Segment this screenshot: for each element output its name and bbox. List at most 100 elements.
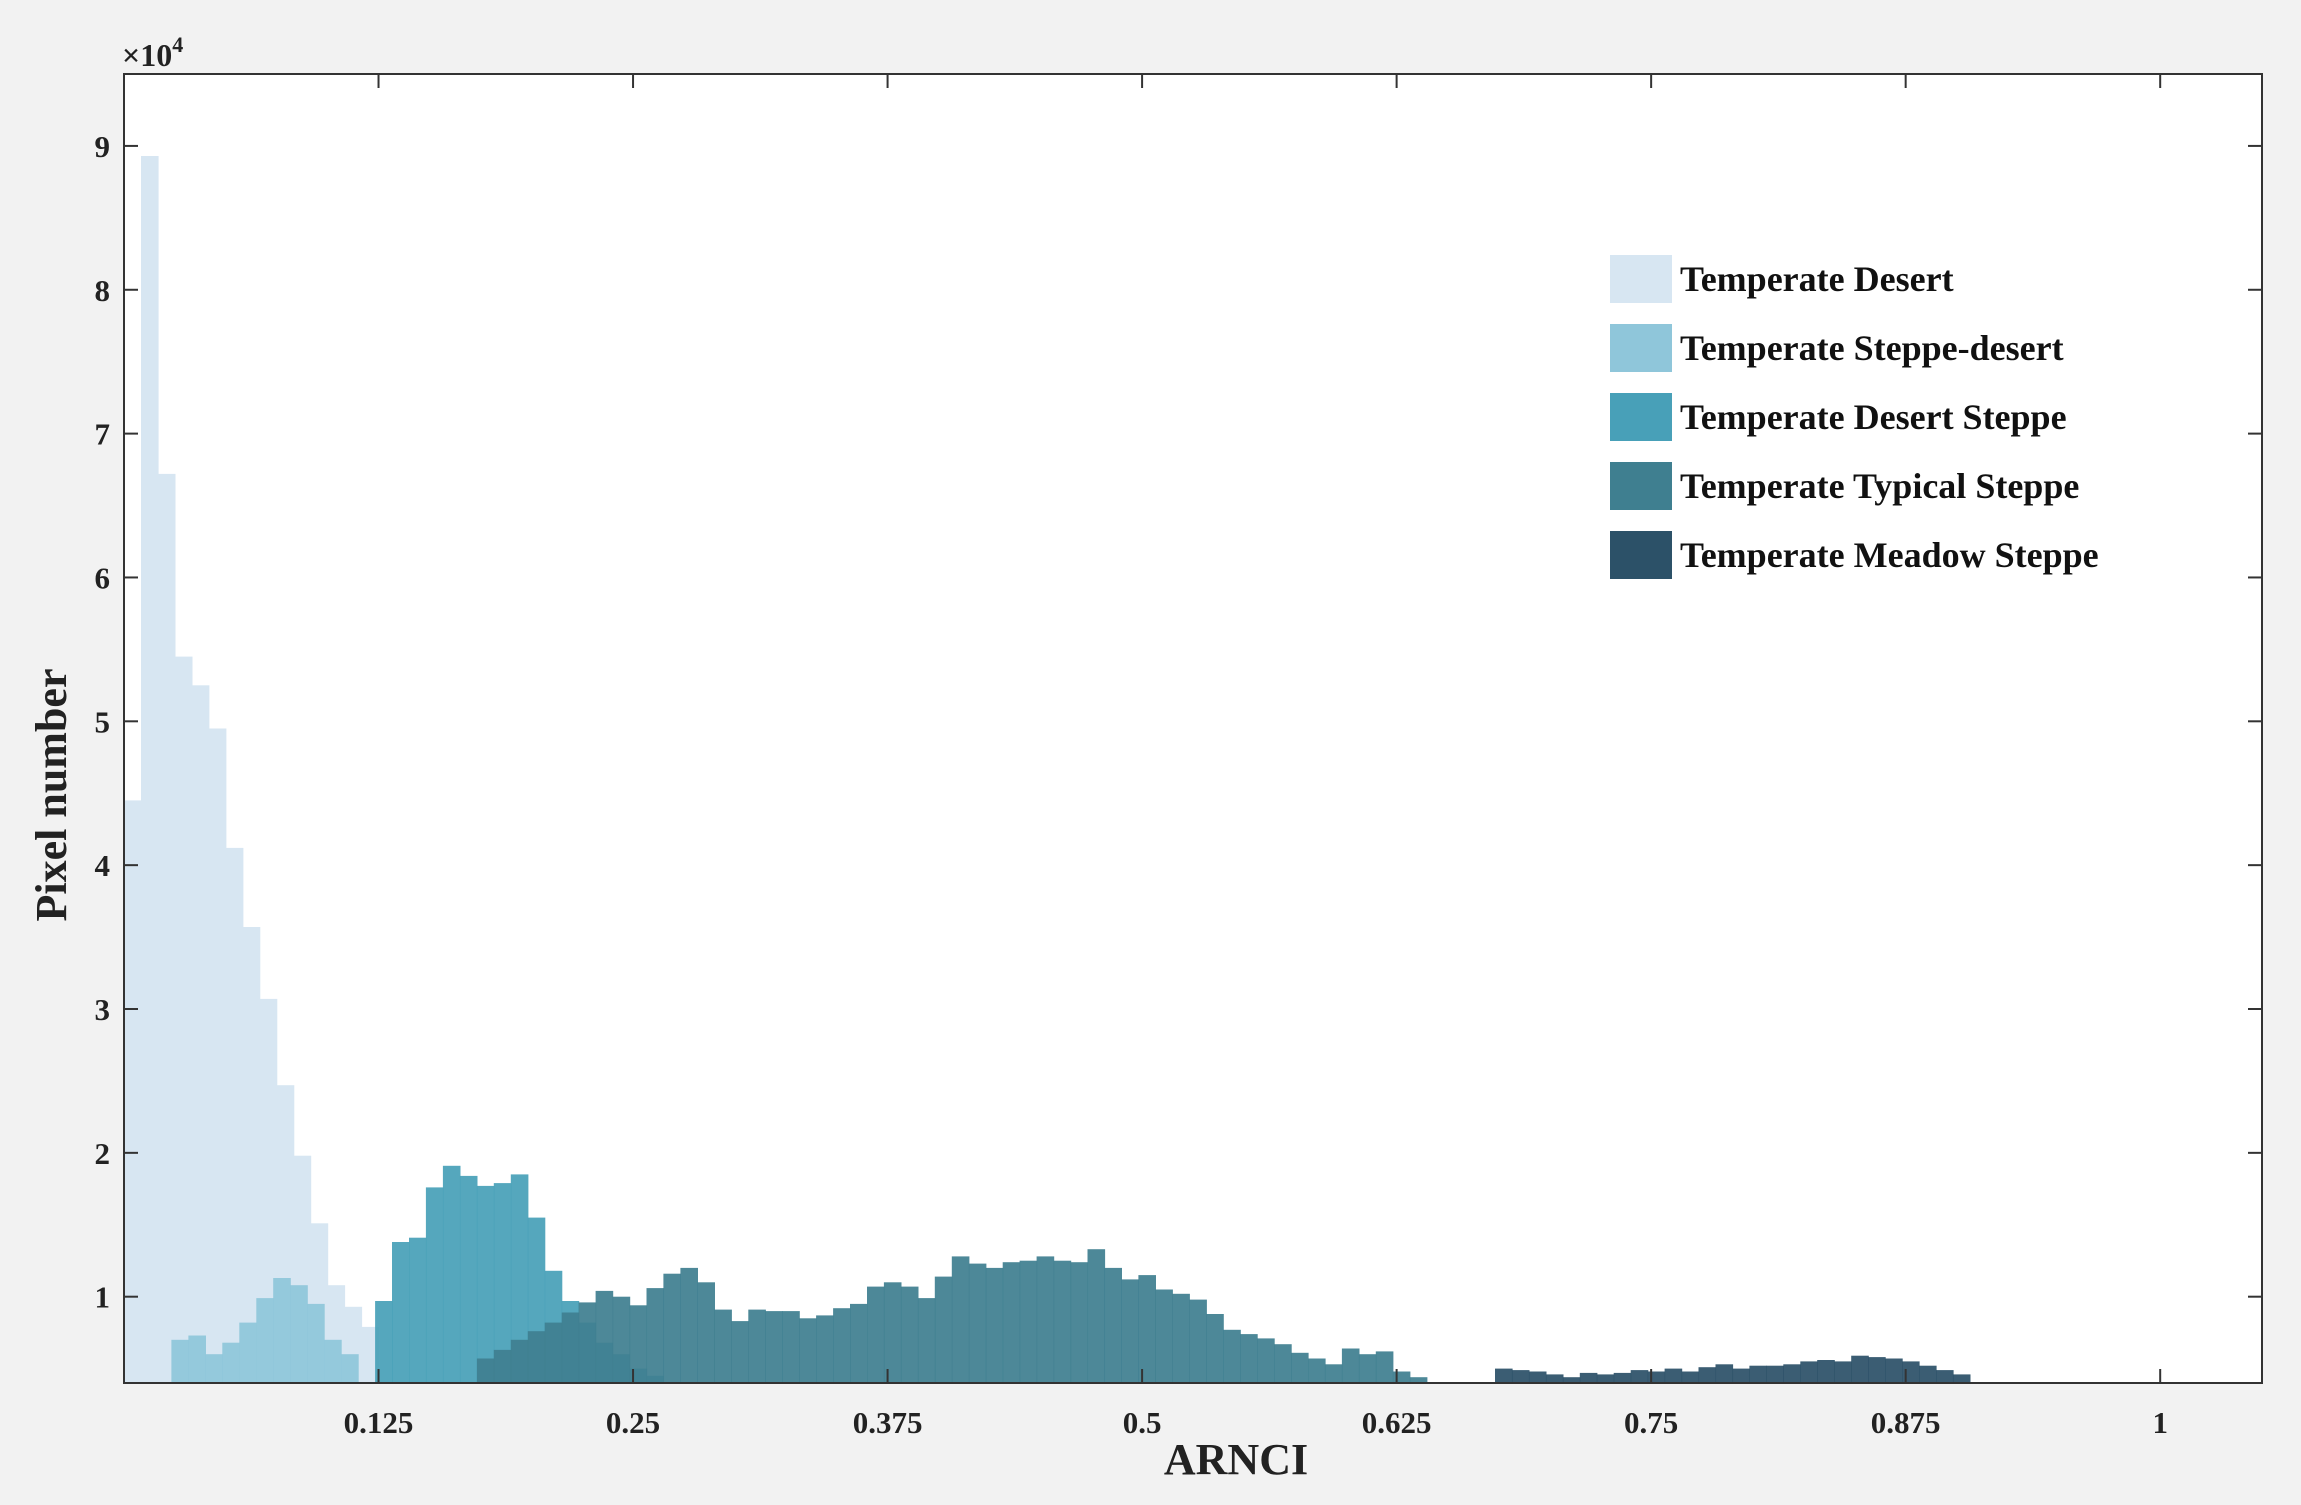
- histogram-bar: [1783, 1364, 1801, 1383]
- histogram-bar: [1952, 1374, 1971, 1383]
- histogram-bar: [934, 1276, 953, 1383]
- x-tick-label: 1: [2152, 1405, 2168, 1440]
- histogram-bar: [1511, 1370, 1530, 1383]
- histogram-bar: [697, 1282, 715, 1383]
- x-tick-label: 0.125: [344, 1405, 414, 1440]
- histogram-bar: [833, 1308, 851, 1383]
- histogram-bar: [1409, 1377, 1428, 1383]
- legend-swatch: [1610, 531, 1672, 579]
- histogram-bar: [1936, 1370, 1954, 1383]
- y-tick-label: 5: [95, 704, 111, 739]
- histogram-bar: [1392, 1371, 1411, 1383]
- histogram-bar: [663, 1273, 681, 1383]
- histogram-bar: [307, 1303, 325, 1383]
- legend-swatch: [1610, 255, 1672, 303]
- histogram-bar: [459, 1175, 478, 1383]
- histogram-bar: [256, 1298, 274, 1383]
- y-axis-multiplier: ×104: [122, 32, 183, 73]
- histogram-bar: [476, 1185, 495, 1383]
- x-axis-title: ARNCI: [1164, 1435, 1308, 1484]
- legend-swatch: [1610, 462, 1672, 510]
- histogram-bar: [1919, 1365, 1937, 1383]
- histogram-bar: [782, 1311, 800, 1383]
- histogram-bar: [1121, 1279, 1139, 1383]
- x-tick-label: 0.625: [1362, 1405, 1432, 1440]
- histogram-bar: [595, 1290, 614, 1383]
- histogram-bar: [1070, 1262, 1089, 1383]
- histogram-bar: [222, 1342, 240, 1383]
- histogram-bar: [1291, 1352, 1309, 1383]
- legend-swatch: [1610, 393, 1672, 441]
- histogram-bar: [124, 800, 142, 1383]
- histogram-bar: [1545, 1374, 1564, 1383]
- x-tick-label: 0.875: [1871, 1405, 1941, 1440]
- histogram-bar: [273, 1278, 291, 1383]
- histogram-bar: [1681, 1371, 1700, 1383]
- legend-item: Temperate Steppe-desert: [1610, 324, 2064, 372]
- histogram-bar: [1596, 1374, 1615, 1383]
- histogram-bar: [205, 1354, 223, 1383]
- legend-item: Temperate Desert Steppe: [1610, 393, 2067, 441]
- histogram-bar: [951, 1256, 970, 1383]
- histogram-bar: [1579, 1372, 1598, 1383]
- histogram-bar: [850, 1303, 868, 1383]
- histogram-bar: [714, 1309, 732, 1383]
- histogram-bar: [442, 1165, 461, 1383]
- y-tick-label: 6: [95, 560, 111, 595]
- histogram-bar: [242, 927, 261, 1383]
- histogram-bar: [1324, 1364, 1343, 1383]
- histogram-bar: [612, 1296, 631, 1383]
- y-tick-label: 4: [95, 848, 111, 883]
- histogram-bar: [1308, 1358, 1326, 1383]
- histogram-bar: [225, 847, 244, 1383]
- y-tick-label: 2: [95, 1136, 111, 1171]
- histogram-bar: [1664, 1368, 1683, 1383]
- y-tick-label: 9: [95, 129, 111, 164]
- histogram-bar: [748, 1309, 766, 1383]
- histogram-bar: [290, 1285, 308, 1383]
- histogram-bar: [1036, 1256, 1055, 1383]
- histogram-bar: [1257, 1338, 1275, 1383]
- y-tick-label: 7: [95, 417, 111, 452]
- histogram-bar: [765, 1311, 783, 1383]
- histogram-bar: [1019, 1260, 1038, 1383]
- histogram-bar: [1647, 1371, 1666, 1383]
- histogram-bar: [141, 156, 159, 1383]
- axes-frame: [123, 73, 2263, 1384]
- histogram-bar: [1375, 1351, 1394, 1383]
- histogram-bar: [425, 1187, 444, 1383]
- histogram-bar: [646, 1288, 665, 1383]
- histogram-bar: [493, 1349, 512, 1383]
- histogram-bar: [171, 1339, 189, 1383]
- histogram-bar: [1053, 1260, 1072, 1383]
- histogram-bar: [493, 1183, 512, 1383]
- histogram-bar: [375, 1301, 393, 1383]
- histogram-bar: [680, 1267, 698, 1383]
- histogram-bar: [1902, 1361, 1920, 1383]
- legend-label: Temperate Steppe-desert: [1680, 328, 2064, 368]
- legend-swatch: [1610, 324, 1672, 372]
- histogram-bar: [1800, 1361, 1818, 1383]
- histogram-bar: [174, 656, 193, 1383]
- histogram-bar: [1138, 1275, 1156, 1383]
- histogram-bar: [917, 1298, 936, 1383]
- histogram-bar: [544, 1322, 563, 1383]
- histogram-bar: [1698, 1367, 1717, 1383]
- x-tick-label: 0.75: [1624, 1405, 1678, 1440]
- histogram-bar: [1274, 1344, 1292, 1383]
- plot-area: [124, 74, 2262, 1383]
- legend-label: Temperate Meadow Steppe: [1680, 535, 2099, 575]
- legend-item: Temperate Meadow Steppe: [1610, 531, 2099, 579]
- y-tick-label: 1: [95, 1280, 111, 1315]
- histogram-bar: [239, 1322, 257, 1383]
- histogram-bar: [1715, 1364, 1734, 1383]
- legend: Temperate Desert Temperate Steppe-desert T…: [1610, 255, 2099, 579]
- histogram-bar: [1206, 1314, 1224, 1383]
- histogram-bar: [324, 1339, 342, 1383]
- legend-item: Temperate Typical Steppe: [1610, 462, 2079, 510]
- histogram-bar: [900, 1286, 919, 1383]
- histogram-bar: [191, 685, 210, 1383]
- histogram-bar: [561, 1312, 580, 1383]
- histogram-bar: [867, 1286, 885, 1383]
- histogram-bar: [1002, 1262, 1021, 1383]
